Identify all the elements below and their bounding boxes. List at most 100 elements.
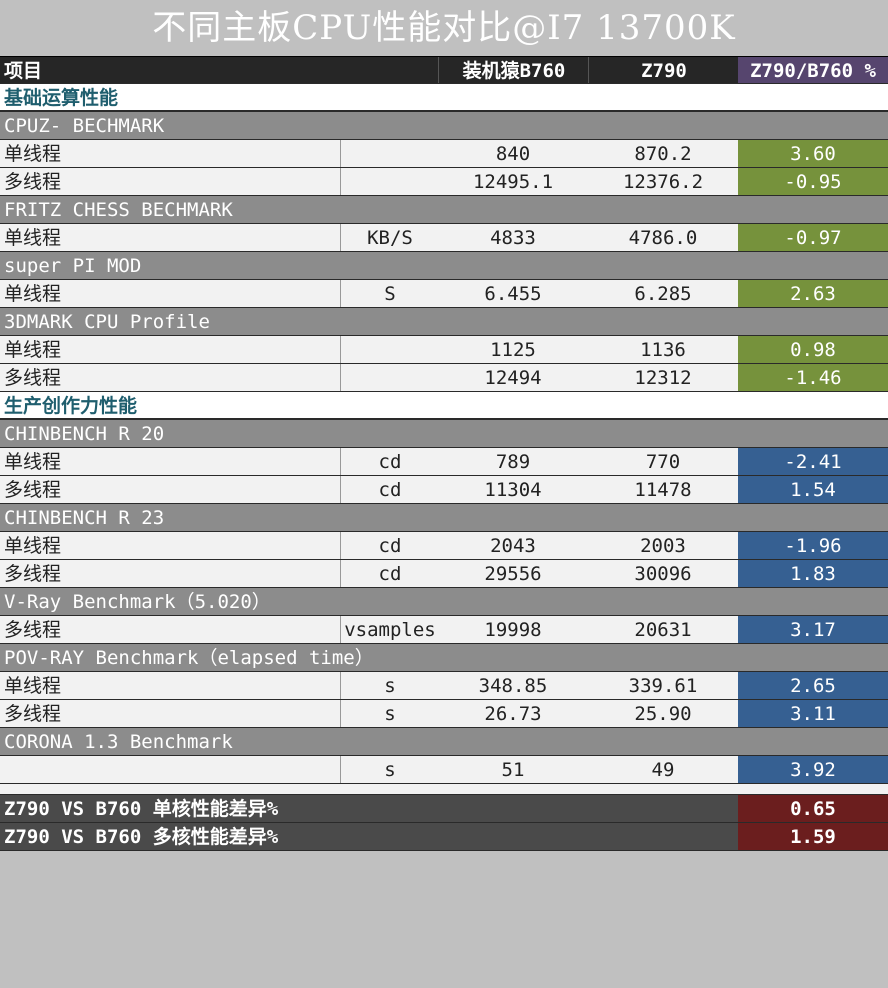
table-row: 单线程 s 348.85 339.61 2.65	[0, 672, 888, 700]
row-z790-value: 2003	[640, 535, 686, 557]
section-title: 基础运算性能	[4, 87, 119, 109]
group-superpi: super PI MOD	[0, 252, 888, 280]
table-row: 多线程 vsamples 19998 20631 3.17	[0, 616, 888, 644]
row-label: 多线程	[4, 619, 62, 641]
row-label: 单线程	[4, 451, 62, 473]
row-b760-value: 4833	[490, 227, 536, 249]
row-pct-value: 2.65	[738, 672, 888, 699]
group-title: super PI MOD	[4, 255, 142, 277]
row-pct-value: 3.92	[738, 756, 888, 783]
row-unit: vsamples	[340, 616, 439, 643]
row-pct-value: 3.11	[738, 700, 888, 727]
table-row: 多线程 12494 12312 -1.46	[0, 364, 888, 392]
row-label: 多线程	[4, 479, 62, 501]
row-z790-value: 25.90	[634, 703, 692, 725]
row-label: 多线程	[4, 367, 62, 389]
row-pct-value: -1.46	[738, 364, 888, 391]
table-row: s 51 49 3.92	[0, 756, 888, 784]
row-label: 单线程	[4, 535, 62, 557]
row-unit: KB/S	[340, 224, 439, 251]
group-title: POV-RAY Benchmark（elapsed time）	[4, 647, 374, 669]
table-row: 多线程 cd 29556 30096 1.83	[0, 560, 888, 588]
row-pct-value: 1.54	[738, 476, 888, 503]
summary-pct-value: 1.59	[738, 823, 888, 850]
row-b760-value: 26.73	[484, 703, 542, 725]
group-cpuz: CPUZ- BECHMARK	[0, 112, 888, 140]
row-label: 单线程	[4, 227, 62, 249]
row-unit: cd	[340, 476, 439, 503]
table-spacer	[0, 784, 888, 795]
row-pct-value: 3.60	[738, 140, 888, 167]
row-b760-value: 11304	[484, 479, 542, 501]
row-unit: S	[340, 280, 439, 307]
row-z790-value: 12312	[634, 367, 692, 389]
table-row: 单线程 cd 2043 2003 -1.96	[0, 532, 888, 560]
row-unit	[340, 168, 439, 195]
row-pct-value: 3.17	[738, 616, 888, 643]
row-z790-value: 4786.0	[628, 227, 698, 249]
row-pct-value: -2.41	[738, 448, 888, 475]
table-row: 单线程 840 870.2 3.60	[0, 140, 888, 168]
row-z790-value: 20631	[634, 619, 692, 641]
row-z790-value: 770	[645, 451, 681, 473]
row-pct-value: -0.95	[738, 168, 888, 195]
summary-row-single: Z790 VS B760 单核性能差异% 0.65	[0, 795, 888, 823]
summary-pct-value: 0.65	[738, 795, 888, 822]
row-pct-value: -0.97	[738, 224, 888, 251]
table-row: 单线程 S 6.455 6.285 2.63	[0, 280, 888, 308]
row-unit	[340, 140, 439, 167]
row-z790-value: 30096	[634, 563, 692, 585]
table-row: 多线程 12495.1 12376.2 -0.95	[0, 168, 888, 196]
row-b760-value: 840	[495, 143, 531, 165]
group-cb20: CHINBENCH R 20	[0, 420, 888, 448]
group-title: CPUZ- BECHMARK	[4, 115, 165, 137]
section-title: 生产创作力性能	[4, 395, 138, 417]
row-pct-value: 1.83	[738, 560, 888, 587]
page-title: 不同主板CPU性能对比@I7 13700K	[0, 0, 888, 56]
row-z790-value: 12376.2	[622, 171, 704, 193]
header-b760: 装机猿B760	[438, 57, 589, 83]
table-header: 项目 装机猿B760 Z790 Z790/B760 %	[0, 56, 888, 84]
table-row: 单线程 KB/S 4833 4786.0 -0.97	[0, 224, 888, 252]
summary-label: Z790 VS B760 多核性能差异%	[4, 826, 279, 848]
row-label: 多线程	[4, 171, 62, 193]
row-pct-value: -1.96	[738, 532, 888, 559]
row-label: 多线程	[4, 563, 62, 585]
row-unit: cd	[340, 532, 439, 559]
row-pct-value: 2.63	[738, 280, 888, 307]
row-b760-value: 1125	[490, 339, 536, 361]
row-z790-value: 1136	[640, 339, 686, 361]
header-pct: Z790/B760 %	[738, 57, 888, 83]
row-unit: cd	[340, 560, 439, 587]
row-pct-value: 0.98	[738, 336, 888, 363]
group-cb23: CHINBENCH R 23	[0, 504, 888, 532]
row-z790-value: 11478	[634, 479, 692, 501]
group-3dmark: 3DMARK CPU Profile	[0, 308, 888, 336]
group-title: 3DMARK CPU Profile	[4, 311, 210, 333]
group-title: CHINBENCH R 23	[4, 507, 165, 529]
row-label: 单线程	[4, 143, 62, 165]
group-povray: POV-RAY Benchmark（elapsed time）	[0, 644, 888, 672]
summary-label: Z790 VS B760 单核性能差异%	[4, 798, 279, 820]
row-b760-value: 29556	[484, 563, 542, 585]
row-b760-value: 348.85	[478, 675, 548, 697]
row-z790-value: 49	[651, 759, 675, 781]
row-b760-value: 6.455	[484, 283, 542, 305]
row-unit: cd	[340, 448, 439, 475]
group-title: V-Ray Benchmark（5.020）	[4, 591, 271, 613]
row-unit: s	[340, 700, 439, 727]
summary-row-multi: Z790 VS B760 多核性能差异% 1.59	[0, 823, 888, 851]
row-label: 多线程	[4, 703, 62, 725]
row-unit: s	[340, 672, 439, 699]
table-row: 单线程 cd 789 770 -2.41	[0, 448, 888, 476]
group-title: CHINBENCH R 20	[4, 423, 165, 445]
row-label: 单线程	[4, 339, 62, 361]
row-b760-value: 12494	[484, 367, 542, 389]
row-b760-value: 789	[495, 451, 531, 473]
group-fritz: FRITZ CHESS BECHMARK	[0, 196, 888, 224]
row-unit: s	[340, 756, 439, 783]
section-basic: 基础运算性能	[0, 84, 888, 112]
row-unit	[340, 364, 439, 391]
row-label: 单线程	[4, 675, 62, 697]
row-z790-value: 6.285	[634, 283, 692, 305]
